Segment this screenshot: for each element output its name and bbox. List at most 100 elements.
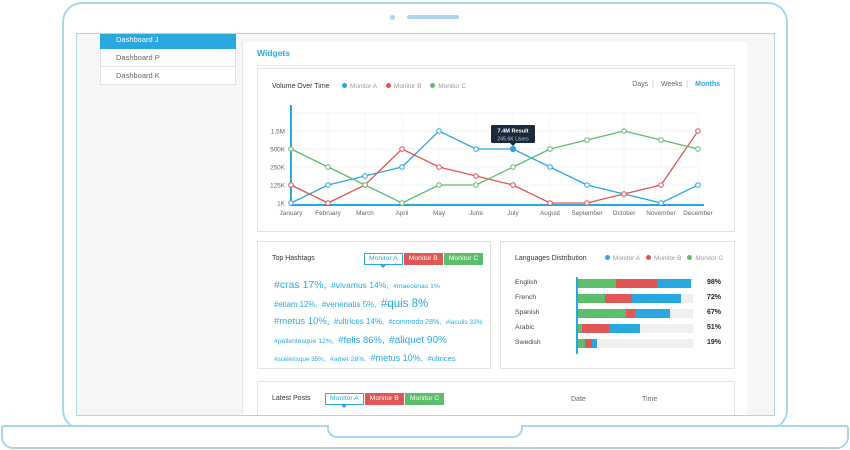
- hashtag-line: #scelerisque 35%, #amet 28%, #metus 10%,…: [274, 349, 484, 368]
- data-point: [436, 164, 442, 170]
- language-percentage: 51%: [707, 324, 722, 331]
- language-percentage: 67%: [707, 309, 722, 316]
- hashtag-link[interactable]: #metus 10%,: [274, 316, 330, 327]
- x-tick-label: February: [315, 210, 341, 217]
- language-bar-segment: [609, 324, 640, 333]
- language-bar-track: [577, 279, 693, 288]
- languages-card-title: Languages Distribution: [515, 255, 587, 262]
- hashtags-card: Top Hashtags Monitor A Monitor B Monitor C…: [257, 241, 491, 369]
- hashtag-link[interactable]: #cras 17%,: [274, 279, 327, 291]
- data-point: [399, 146, 405, 152]
- tab-separator: |: [686, 81, 689, 88]
- language-bar-segment: [625, 309, 635, 318]
- y-tick-label: 500K: [270, 146, 286, 153]
- posts-card: Latest Posts Monitor A Monitor B Monitor C…: [257, 381, 735, 415]
- language-bar-segment: [616, 279, 658, 288]
- sidebar-item-dashboard-k[interactable]: Dashboard K: [100, 67, 236, 85]
- series-line-monitor-c: [290, 130, 699, 204]
- language-bar-track: [577, 294, 693, 303]
- data-point: [325, 182, 331, 188]
- tab-months[interactable]: Months: [695, 81, 720, 88]
- legend-item-monitor-b[interactable]: Monitor B: [646, 254, 682, 262]
- laptop-notch: [327, 425, 523, 438]
- hashtag-link[interactable]: #ultrices: [427, 354, 456, 363]
- tooltip-box: [491, 125, 535, 143]
- x-tick-label: March: [356, 210, 374, 217]
- x-tick-label: June: [469, 210, 483, 217]
- pill-monitor-a[interactable]: Monitor A: [364, 253, 403, 268]
- hashtag-link[interactable]: #scelerisque 35%,: [274, 356, 326, 363]
- sidebar: Dashboard J Dashboard P Dashboard K: [100, 34, 236, 85]
- column-header-date: Date: [571, 396, 586, 403]
- x-tick-label: August: [540, 210, 560, 217]
- series-line-monitor-a: [290, 130, 699, 204]
- sidebar-item-dashboard-j[interactable]: Dashboard J: [100, 34, 236, 49]
- hashtag-link[interactable]: #pellentesque 12%,: [274, 337, 334, 345]
- pill-monitor-b[interactable]: Monitor B: [364, 393, 404, 405]
- language-label: Swedish: [515, 339, 541, 346]
- tab-weeks[interactable]: Weeks: [661, 81, 683, 88]
- data-point: [399, 164, 405, 170]
- x-tick-label: May: [433, 210, 446, 217]
- posts-filter-pills: Monitor A Monitor B Monitor C: [325, 393, 445, 411]
- legend-label-b: Monitor B: [394, 83, 422, 90]
- language-percentage: 98%: [707, 279, 722, 286]
- range-tabs: Days | Weeks | Months: [629, 81, 720, 88]
- tab-days[interactable]: Days: [632, 81, 649, 88]
- pill-monitor-a[interactable]: Monitor A: [325, 393, 364, 408]
- data-point: [547, 146, 553, 152]
- y-tick-label: 1K: [277, 200, 286, 207]
- tooltip-pointer: [510, 143, 516, 146]
- legend-item-monitor-b[interactable]: Monitor B: [386, 82, 422, 90]
- hashtag-link[interactable]: #etiam 12%,: [274, 299, 318, 309]
- data-point: [658, 200, 664, 206]
- language-label: Arabic: [515, 324, 535, 331]
- language-percentage: 19%: [707, 339, 722, 346]
- legend-item-monitor-a[interactable]: Monitor A: [605, 254, 640, 262]
- language-label: English: [515, 279, 538, 286]
- hashtags-filter-pills: Monitor A Monitor B Monitor C: [364, 253, 484, 271]
- language-bar-segment: [577, 324, 582, 333]
- hashtag-link[interactable]: #felis 86%,: [338, 334, 385, 346]
- language-bar-track: [577, 339, 693, 348]
- language-bar-segment: [604, 294, 632, 303]
- language-bar-segment: [577, 339, 586, 348]
- hashtag-line: #etiam 12%, #venenatis 5%, #quis 8%: [274, 295, 484, 313]
- hashtag-line: #metus 10%, #ultrices 14%, #commodo 28%,…: [274, 312, 484, 331]
- data-point: [473, 146, 479, 152]
- legend-dot-a: [342, 82, 347, 88]
- sidebar-item-dashboard-p[interactable]: Dashboard P: [100, 49, 236, 67]
- hashtag-link[interactable]: #quis 8%: [380, 297, 429, 310]
- data-point: [436, 182, 442, 188]
- hashtag-link[interactable]: #metus 10%,: [370, 353, 424, 363]
- y-tick-label: 250K: [270, 164, 286, 171]
- legend-label-b: Monitor B: [654, 255, 682, 262]
- hashtag-link[interactable]: #ultrices 14%,: [333, 317, 385, 326]
- legend-item-monitor-c[interactable]: Monitor C: [430, 82, 466, 90]
- pill-monitor-b[interactable]: Monitor B: [403, 253, 443, 265]
- legend-label-c: Monitor C: [695, 255, 724, 262]
- language-bar-track: [577, 309, 693, 318]
- data-point: [288, 200, 294, 206]
- x-tick-label: December: [683, 210, 713, 217]
- language-bar-segment: [585, 339, 593, 348]
- pill-monitor-c[interactable]: Monitor C: [443, 253, 484, 265]
- language-label: French: [515, 294, 537, 301]
- language-bar-segment: [592, 339, 597, 348]
- hashtag-link[interactable]: #aliquet 90%: [389, 334, 447, 346]
- legend-item-monitor-c[interactable]: Monitor C: [687, 254, 724, 262]
- data-point: [658, 182, 664, 188]
- data-point: [399, 200, 405, 206]
- pill-monitor-c[interactable]: Monitor C: [404, 393, 445, 405]
- legend-item-monitor-a[interactable]: Monitor A: [342, 82, 377, 90]
- data-point: [325, 164, 331, 170]
- data-point: [436, 128, 442, 134]
- hashtag-link[interactable]: #commodo 28%,: [388, 319, 442, 326]
- y-tick-label: 125K: [270, 182, 286, 189]
- hashtag-link[interactable]: #iaculis 33%: [445, 319, 483, 326]
- hashtag-link[interactable]: #venenatis 5%,: [321, 299, 377, 309]
- hashtag-link[interactable]: #maecenas 1%: [393, 283, 440, 290]
- hashtag-link[interactable]: #amet 28%,: [329, 356, 367, 363]
- hashtag-link[interactable]: #vivamus 14%,: [330, 280, 389, 290]
- data-point: [288, 182, 294, 188]
